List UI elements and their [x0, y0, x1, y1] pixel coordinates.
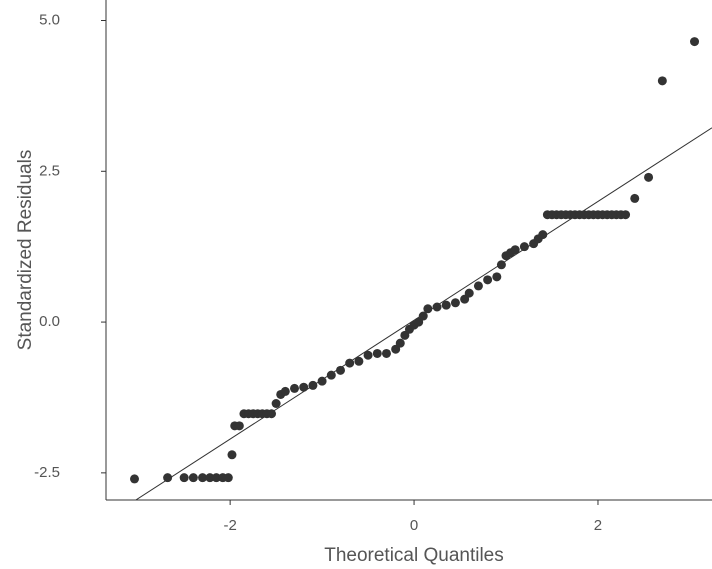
point: [336, 366, 345, 375]
point: [290, 384, 299, 393]
point: [433, 302, 442, 311]
y-tick-label: 0.0: [39, 313, 60, 330]
point: [497, 260, 506, 269]
point: [227, 450, 236, 459]
point: [354, 357, 363, 366]
point: [483, 275, 492, 284]
point: [308, 381, 317, 390]
point: [423, 304, 432, 313]
point: [272, 399, 281, 408]
y-tick-label: 5.0: [39, 11, 60, 28]
y-tick-label: 2.5: [39, 162, 60, 179]
point: [630, 194, 639, 203]
point: [520, 242, 529, 251]
x-tick-label: 2: [594, 517, 602, 534]
y-axis-title: Standardized Residuals: [15, 150, 36, 351]
point: [690, 37, 699, 46]
point: [382, 349, 391, 358]
point: [180, 473, 189, 482]
chart: Theoretical Quantiles Standardized Resid…: [0, 0, 712, 569]
y-tick-label: -2.5: [34, 464, 60, 481]
point: [621, 210, 630, 219]
point: [267, 409, 276, 418]
x-tick-label: 0: [410, 517, 418, 534]
point: [442, 301, 451, 310]
point: [658, 76, 667, 85]
point: [189, 473, 198, 482]
point: [130, 474, 139, 483]
point: [327, 371, 336, 380]
page: {"chart_data": {"type": "scatter", "xlab…: [0, 0, 712, 569]
point: [163, 473, 172, 482]
point: [345, 359, 354, 368]
point: [281, 387, 290, 396]
x-axis-title: Theoretical Quantiles: [324, 545, 504, 566]
x-tick-label: -2: [223, 517, 236, 534]
point: [396, 339, 405, 348]
point: [644, 173, 653, 182]
point: [492, 272, 501, 281]
point: [465, 289, 474, 298]
point: [373, 349, 382, 358]
point: [364, 351, 373, 360]
point: [235, 421, 244, 430]
point: [224, 473, 233, 482]
point: [474, 281, 483, 290]
point: [538, 230, 547, 239]
point: [451, 298, 460, 307]
point: [318, 377, 327, 386]
point: [511, 245, 520, 254]
point: [299, 383, 308, 392]
reference-line: [106, 128, 712, 520]
